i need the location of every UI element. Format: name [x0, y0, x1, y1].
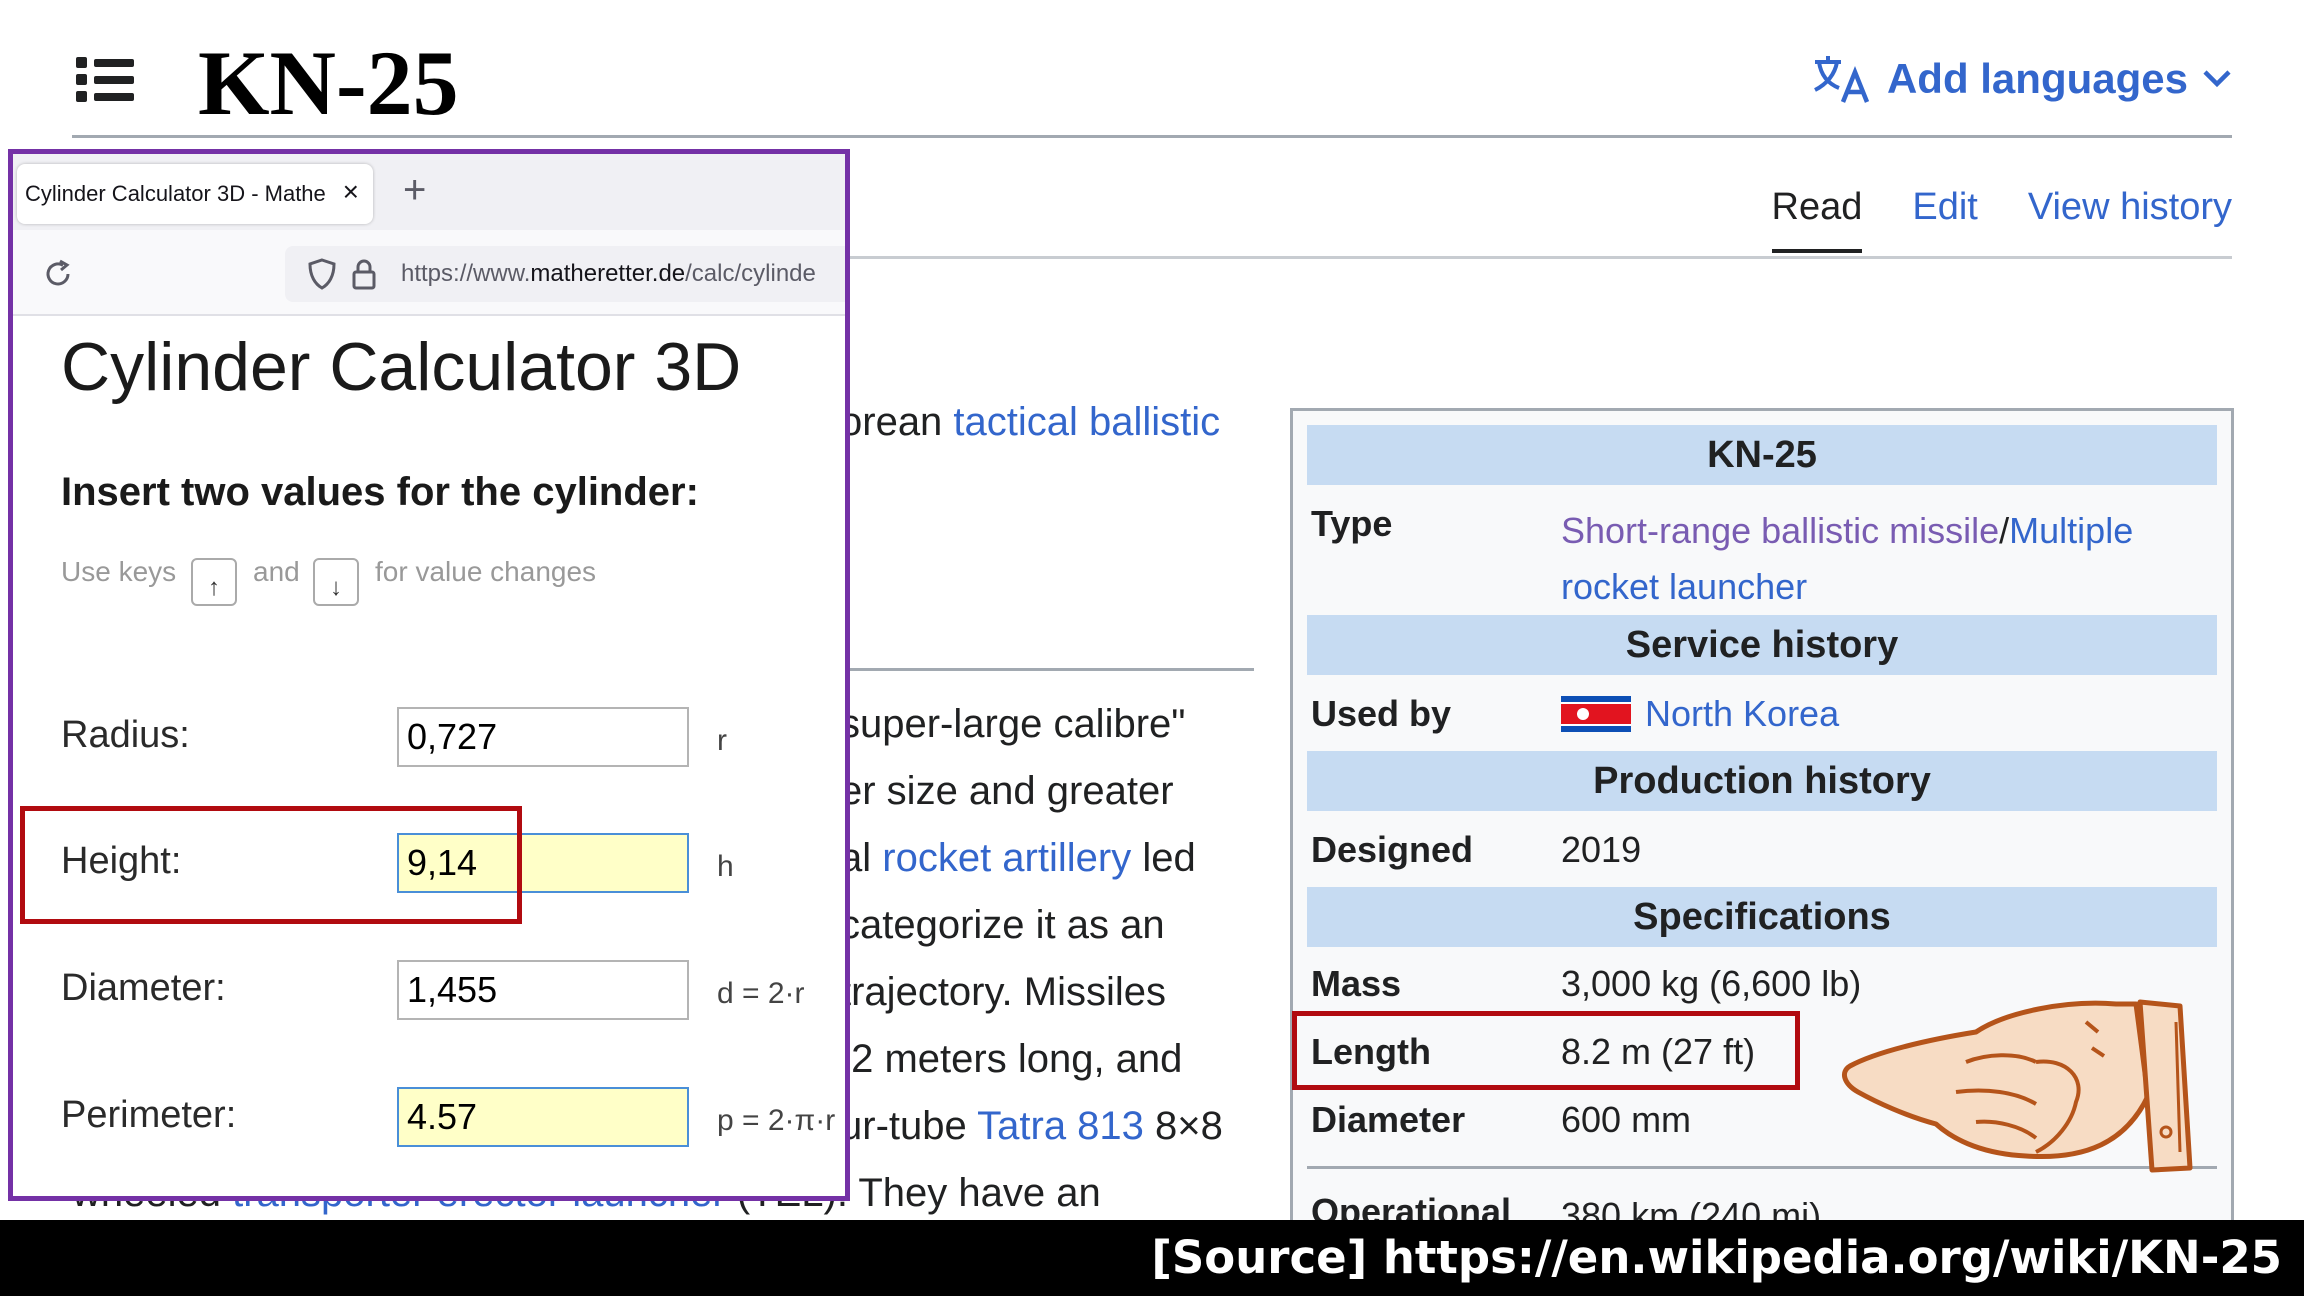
link-multiple-rocket-launcher[interactable]: Multiple: [2009, 510, 2134, 551]
calculator-instructions: Insert two values for the cylinder:: [61, 470, 699, 514]
hint-use-keys: Use keys: [61, 556, 177, 587]
height-label: Height:: [61, 840, 182, 882]
infobox-specifications-header: Specifications: [1307, 887, 2217, 947]
hint-for-value-changes: for value changes: [375, 556, 597, 587]
infobox-diameter-label: Diameter: [1311, 1099, 1466, 1140]
diameter-label: Diameter:: [61, 967, 226, 1009]
browser-tab-title: Cylinder Calculator 3D - Mathe: [25, 181, 326, 206]
link-multiple-rocket-launcher-cont[interactable]: rocket launcher: [1561, 566, 1808, 607]
new-tab-icon[interactable]: +: [403, 168, 427, 212]
pointing-hand-icon: [1841, 999, 2193, 1173]
link-short-range-ballistic-missile[interactable]: Short-range ballistic missile: [1561, 510, 2000, 551]
infobox-mass-label: Mass: [1311, 963, 1402, 1004]
arrow-down-key-icon: ↓: [313, 558, 359, 606]
add-languages-label: Add languages: [1886, 55, 2188, 102]
add-languages-button[interactable]: Add languages: [1811, 52, 2232, 106]
hint-and: and: [253, 556, 300, 587]
article-line-5: categorize it as an: [840, 903, 1165, 947]
perimeter-input[interactable]: 4.57: [397, 1087, 689, 1147]
height-formula: h: [717, 850, 734, 883]
url-bar[interactable]: https://www.matheretter.de/calc/cylinde: [285, 246, 845, 302]
calculator-title: Cylinder Calculator 3D: [61, 329, 742, 405]
browser-tab-strip: Cylinder Calculator 3D - Mathe × +: [13, 154, 845, 230]
diameter-formula: d = 2·r: [717, 977, 805, 1010]
infobox-length-label: Length: [1311, 1031, 1431, 1072]
infobox-designed-label: Designed: [1311, 829, 1474, 870]
tabs-divider: [850, 256, 2232, 259]
article-line-7: .2 meters long, and: [840, 1037, 1183, 1081]
tab-read[interactable]: Read: [1771, 186, 1863, 253]
source-caption-bar: [Source] https://en.wikipedia.org/wiki/K…: [0, 1220, 2304, 1296]
tab-edit[interactable]: Edit: [1912, 186, 1978, 228]
lock-icon[interactable]: [351, 258, 377, 290]
main-menu-icon[interactable]: [76, 54, 134, 104]
radius-input[interactable]: 0,727: [397, 707, 689, 767]
infobox-mass-value: 3,000 kg (6,600 lb): [1561, 963, 1862, 1004]
infobox-type-value: Short-range ballistic missile/Multiple r…: [1561, 510, 2134, 607]
title-divider: [72, 135, 2232, 138]
close-tab-icon[interactable]: ×: [342, 176, 359, 207]
article-line-2: super-large calibre": [840, 702, 1186, 746]
length-highlight-box: [1292, 1011, 1800, 1090]
height-input[interactable]: 9,14: [397, 833, 689, 893]
chevron-down-icon: [2203, 70, 2231, 88]
radius-formula: r: [717, 724, 727, 757]
url-text: https://www.matheretter.de/calc/cylinde: [401, 260, 816, 287]
article-line-1: orean tactical ballistic: [840, 400, 1221, 444]
link-tactical-ballistic[interactable]: tactical ballistic: [953, 400, 1221, 444]
infobox-service-history-header: Service history: [1307, 615, 2217, 675]
section-divider: [850, 668, 1254, 671]
north-korea-flag-icon: [1561, 696, 1631, 732]
link-rocket-artillery[interactable]: rocket artillery: [882, 836, 1132, 880]
infobox-length-value: 8.2 m (27 ft): [1561, 1031, 1756, 1072]
height-highlight-box: [20, 806, 522, 924]
page-title: KN-25: [198, 32, 459, 134]
reload-icon[interactable]: [43, 259, 73, 289]
source-caption: [Source] https://en.wikipedia.org/wiki/K…: [1151, 1231, 2282, 1284]
infobox-used-by-label: Used by: [1311, 693, 1452, 734]
link-tatra-813[interactable]: Tatra 813: [977, 1104, 1144, 1148]
infobox-divider: [1307, 1166, 2217, 1169]
radius-label: Radius:: [61, 714, 190, 756]
browser-nav-bar: https://www.matheretter.de/calc/cylinde: [13, 230, 845, 316]
browser-window: Cylinder Calculator 3D - Mathe × + https…: [8, 149, 850, 1201]
article-line-8: ur-tube Tatra 813 8×8: [840, 1104, 1223, 1148]
page-actions-tabs: Read Edit View history: [1771, 186, 2232, 253]
arrow-up-key-icon: ↑: [191, 558, 237, 606]
infobox-designed-value: 2019: [1561, 829, 1642, 870]
infobox-title: KN-25: [1307, 425, 2217, 485]
browser-tab[interactable]: Cylinder Calculator 3D - Mathe ×: [17, 164, 373, 224]
infobox-type-label: Type: [1311, 503, 1393, 544]
infobox-production-history-header: Production history: [1307, 751, 2217, 811]
link-north-korea[interactable]: North Korea: [1645, 693, 1840, 734]
translate-icon: [1814, 56, 1870, 103]
perimeter-label: Perimeter:: [61, 1094, 237, 1136]
shield-icon[interactable]: [307, 258, 337, 290]
infobox-diameter-value: 600 mm: [1561, 1099, 1692, 1140]
article-line-6: trajectory. Missiles: [840, 970, 1166, 1014]
article-line-4: al rocket artillery led: [840, 836, 1196, 880]
infobox-used-by-value: North Korea: [1561, 693, 1839, 735]
infobox-range-label: Operational: [1311, 1191, 1512, 1228]
diameter-input[interactable]: 1,455: [397, 960, 689, 1020]
tab-view-history[interactable]: View history: [2027, 186, 2232, 228]
article-line-3: er size and greater: [840, 769, 1174, 813]
perimeter-formula: p = 2·π·r: [717, 1104, 836, 1137]
